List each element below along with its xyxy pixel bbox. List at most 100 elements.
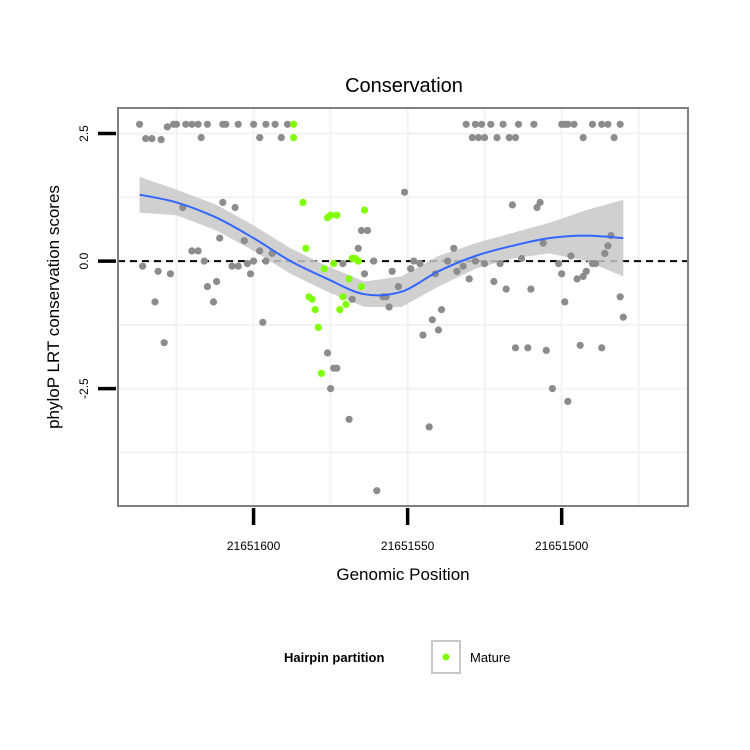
data-point-other — [437, 306, 446, 314]
data-point-other — [327, 385, 335, 393]
data-point-other — [505, 134, 513, 142]
data-point-mature — [317, 369, 325, 377]
data-point-other — [203, 120, 211, 128]
plot-background — [118, 108, 688, 506]
data-point-mature — [345, 275, 353, 283]
data-point-other — [444, 257, 452, 265]
data-point-other — [370, 257, 378, 265]
data-point-other — [453, 267, 461, 275]
data-point-mature — [314, 323, 322, 331]
data-point-mature — [327, 211, 335, 219]
data-point-other — [200, 257, 208, 265]
data-point-other — [478, 120, 486, 128]
data-point-other — [450, 244, 458, 252]
data-point-other — [219, 198, 227, 206]
data-point-other — [188, 247, 196, 255]
data-point-other — [246, 270, 255, 278]
data-point-other — [561, 298, 569, 306]
data-point-mature — [308, 295, 316, 303]
y-tick-label: -2.5 — [77, 378, 91, 399]
data-point-other — [339, 260, 347, 268]
data-point-other — [400, 188, 409, 196]
data-point-other — [582, 267, 590, 275]
data-point-other — [357, 226, 365, 235]
data-point-other — [434, 326, 442, 334]
data-point-other — [576, 341, 584, 349]
data-point-other — [259, 318, 267, 326]
data-point-other — [148, 135, 156, 143]
data-point-other — [481, 260, 489, 268]
data-point-other — [598, 344, 606, 352]
data-point-other — [416, 260, 424, 268]
data-point-other — [194, 120, 202, 128]
data-point-other — [333, 364, 341, 372]
data-point-other — [542, 346, 550, 354]
data-point-other — [364, 226, 372, 235]
data-point-other — [598, 120, 606, 128]
data-point-other — [373, 487, 381, 495]
data-point-other — [166, 270, 174, 278]
data-point-other — [151, 298, 159, 306]
smooth-fit-line — [139, 193, 624, 297]
data-point-other — [539, 239, 547, 247]
data-point-other — [511, 344, 520, 352]
data-point-other — [345, 415, 353, 423]
data-point-mature — [290, 134, 298, 142]
data-point-other — [182, 120, 190, 128]
data-point-other — [465, 275, 473, 283]
y-axis: 2.5 0.0 -2.5 — [77, 125, 116, 399]
data-point-other — [209, 298, 218, 306]
data-point-other — [419, 331, 427, 339]
data-point-other — [481, 134, 489, 142]
data-point-mature — [333, 211, 341, 219]
points-layer — [136, 120, 627, 495]
data-point-other — [240, 237, 248, 245]
smooth-line-layer — [139, 193, 624, 297]
data-point-other — [250, 257, 258, 265]
data-point-other — [277, 134, 285, 142]
data-point-mature — [360, 206, 369, 214]
data-point-mature — [299, 198, 307, 206]
data-point-other — [222, 120, 230, 128]
data-point-other — [360, 270, 369, 278]
data-point-other — [468, 134, 476, 142]
x-axis-title: Genomic Position — [336, 565, 469, 584]
data-point-other — [243, 260, 251, 268]
data-point-other — [490, 277, 498, 286]
data-point-other — [197, 134, 205, 142]
data-point-other — [567, 252, 575, 260]
data-point-mature — [336, 306, 344, 314]
legend-key-box — [431, 640, 461, 674]
data-point-other — [271, 120, 279, 128]
legend-label-mature: Mature — [470, 650, 510, 665]
data-point-other — [610, 134, 618, 142]
data-point-other — [514, 120, 523, 128]
data-point-other — [172, 120, 181, 128]
data-point-other — [536, 198, 544, 206]
data-point-other — [493, 134, 501, 142]
data-point-other — [163, 123, 171, 131]
data-point-other — [604, 120, 612, 128]
data-point-other — [213, 277, 221, 286]
data-point-other — [592, 260, 600, 268]
x-tick-label: 21651600 — [227, 539, 281, 553]
data-point-other — [136, 120, 144, 128]
data-point-other — [256, 134, 264, 142]
data-point-mature — [342, 300, 350, 308]
data-point-other — [188, 120, 196, 128]
data-point-other — [428, 316, 436, 324]
data-point-other — [601, 249, 609, 257]
x-tick-label: 21651550 — [381, 539, 435, 553]
data-point-other — [588, 120, 597, 128]
legend: Hairpin partition Mature — [284, 640, 510, 674]
data-point-mature — [330, 260, 338, 268]
data-point-other — [558, 270, 566, 278]
data-point-other — [511, 134, 520, 142]
data-point-other — [471, 120, 479, 128]
data-point-other — [508, 201, 516, 209]
data-point-other — [499, 120, 507, 128]
data-point-other — [323, 349, 332, 357]
data-point-other — [487, 120, 495, 128]
data-point-other — [474, 134, 483, 142]
